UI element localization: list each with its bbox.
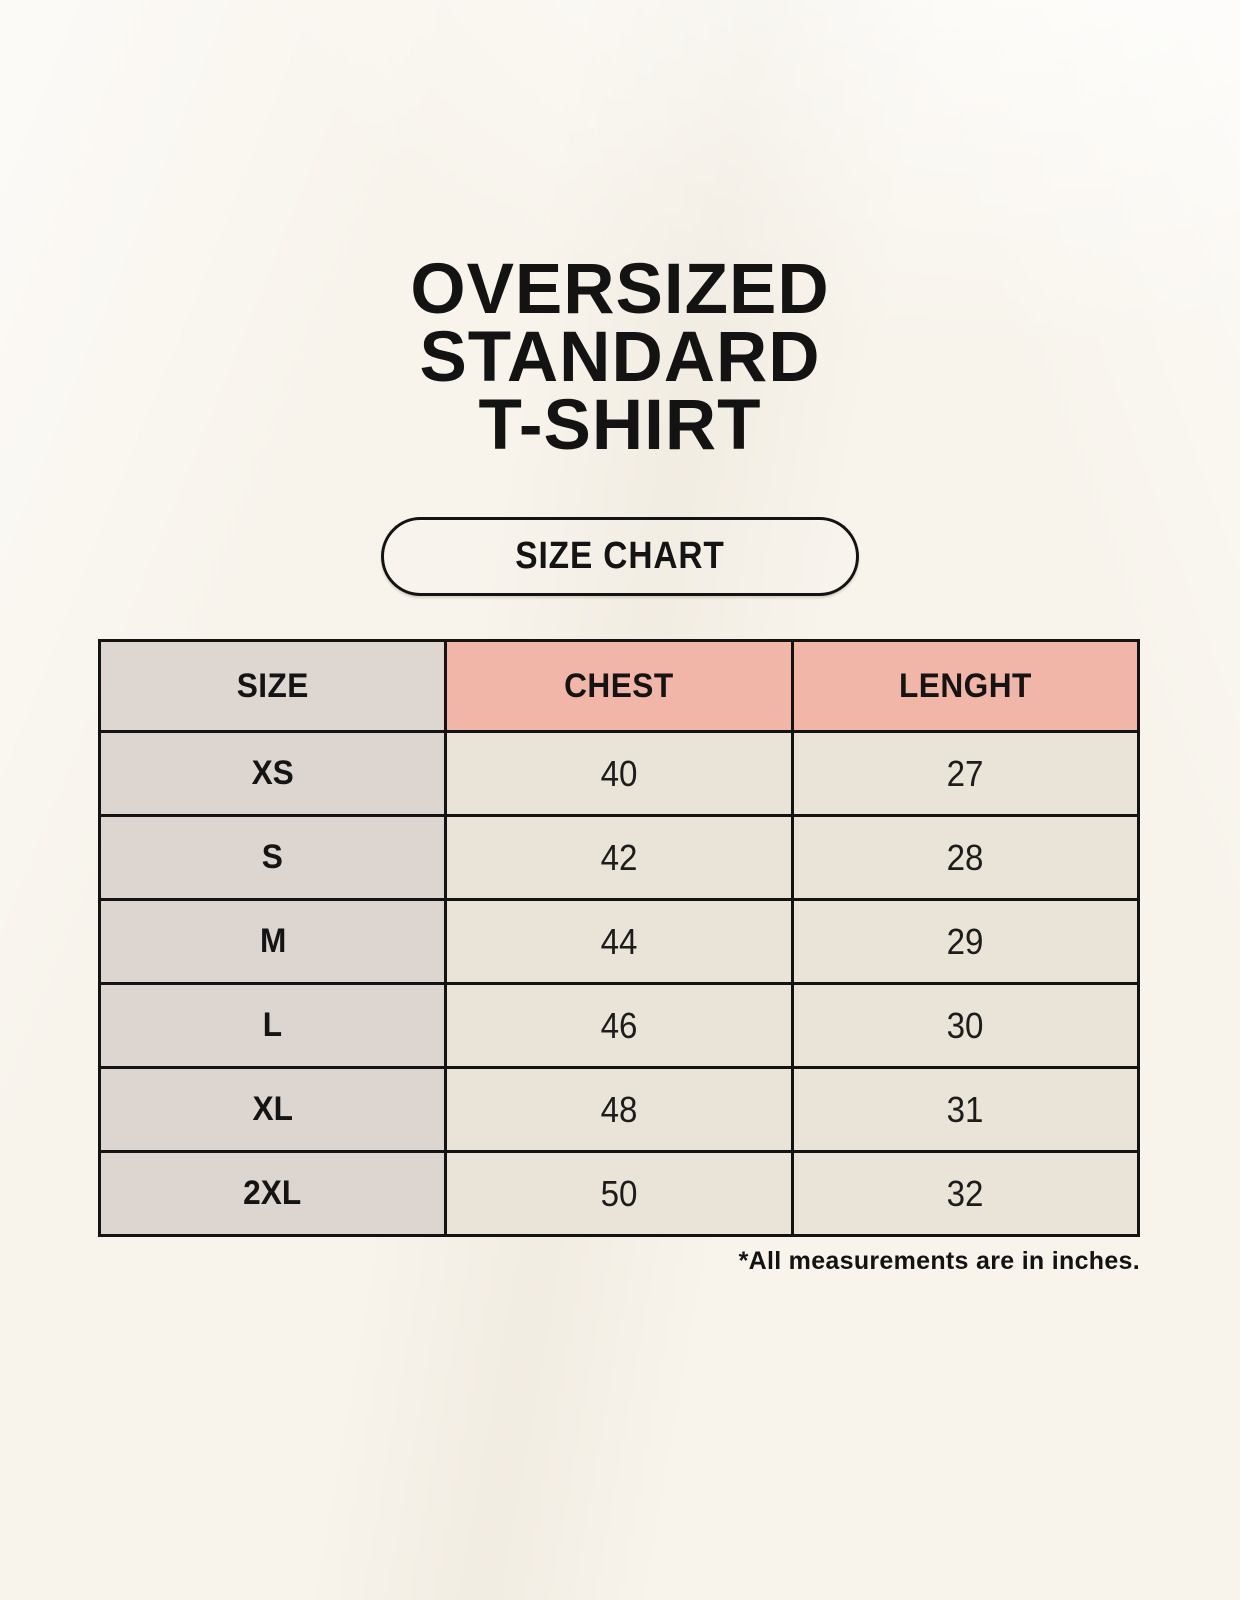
chest-value-cell: 40 xyxy=(444,730,794,817)
page-title-line-2: STANDARD xyxy=(419,318,821,397)
size-chart-table-body: XS 40 27 S 42 28 M 44 29 L 46 30 XL 48 xyxy=(97,730,1141,1237)
column-header-chest-label: CHEST xyxy=(564,666,674,705)
size-label: M xyxy=(259,922,286,960)
length-value: 27 xyxy=(946,752,984,794)
chest-value: 50 xyxy=(600,1172,638,1214)
length-value: 29 xyxy=(946,920,984,962)
table-row-s: S 42 28 xyxy=(97,814,1141,901)
column-header-length: LENGHT xyxy=(790,639,1141,733)
column-header-size-label: SIZE xyxy=(236,666,309,705)
size-label: XS xyxy=(251,754,294,792)
chest-value-cell: 42 xyxy=(444,814,794,901)
chest-value-cell: 44 xyxy=(444,898,794,985)
column-header-length-label: LENGHT xyxy=(898,666,1032,705)
chest-value-cell: 46 xyxy=(444,982,794,1069)
size-cell: L xyxy=(97,982,448,1069)
size-chart-badge-label: SIZE CHART xyxy=(515,535,725,577)
table-row-xs: XS 40 27 xyxy=(97,730,1141,817)
size-chart-table: SIZE CHEST LENGHT XS 40 27 S 42 28 xyxy=(97,639,1141,1237)
header-row: SIZE CHEST LENGHT xyxy=(97,639,1141,733)
length-value-cell: 28 xyxy=(790,814,1141,901)
chest-value: 48 xyxy=(600,1088,638,1130)
length-value-cell: 31 xyxy=(790,1066,1141,1153)
table-row-2xl: 2XL 50 32 xyxy=(97,1150,1141,1237)
column-header-size: SIZE xyxy=(97,639,448,733)
column-header-chest: CHEST xyxy=(444,639,794,733)
size-cell: 2XL xyxy=(97,1150,448,1237)
size-chart-table-header: SIZE CHEST LENGHT xyxy=(97,639,1141,733)
length-value-cell: 29 xyxy=(790,898,1141,985)
length-value-cell: 30 xyxy=(790,982,1141,1069)
page-title-line-1: OVERSIZED xyxy=(410,250,830,329)
length-value-cell: 32 xyxy=(790,1150,1141,1237)
page-title-line-3: T-SHIRT xyxy=(478,386,762,465)
length-value: 31 xyxy=(946,1088,984,1130)
table-row-l: L 46 30 xyxy=(97,982,1141,1069)
size-label: XL xyxy=(252,1090,293,1128)
size-label: S xyxy=(262,838,284,876)
length-value: 32 xyxy=(946,1172,984,1214)
size-cell: M xyxy=(97,898,448,985)
size-cell: XL xyxy=(97,1066,448,1153)
length-value: 28 xyxy=(946,836,984,878)
measurements-note: *All measurements are in inches. xyxy=(738,1247,1140,1275)
chest-value: 46 xyxy=(600,1004,638,1046)
table-row-xl: XL 48 31 xyxy=(97,1066,1141,1153)
table-row-m: M 44 29 xyxy=(97,898,1141,985)
size-cell: S xyxy=(97,814,448,901)
size-label: 2XL xyxy=(243,1174,302,1212)
chest-value: 44 xyxy=(600,920,638,962)
length-value: 30 xyxy=(946,1004,984,1046)
chest-value: 40 xyxy=(600,752,638,794)
chest-value-cell: 50 xyxy=(444,1150,794,1237)
size-cell: XS xyxy=(97,730,448,817)
size-chart-badge: SIZE CHART xyxy=(381,517,859,596)
length-value-cell: 27 xyxy=(790,730,1141,817)
page-title: OVERSIZED STANDARD T-SHIRT xyxy=(0,250,1240,465)
chest-value: 42 xyxy=(600,836,638,878)
size-label: L xyxy=(262,1006,283,1044)
chest-value-cell: 48 xyxy=(444,1066,794,1153)
